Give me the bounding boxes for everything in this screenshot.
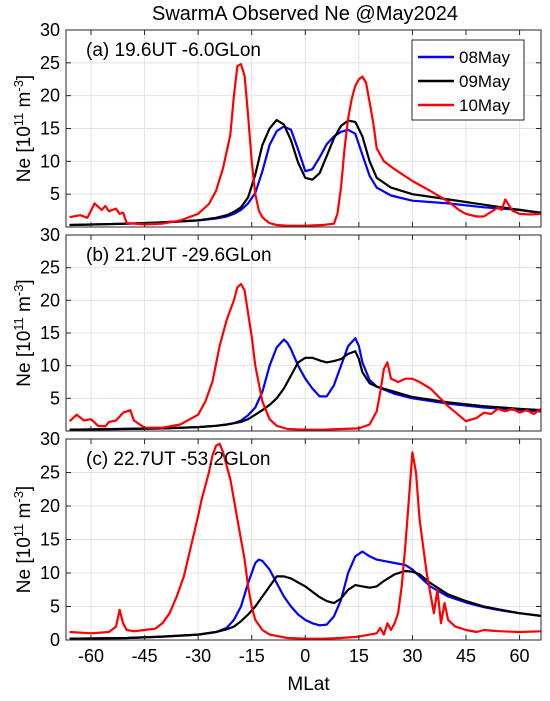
y-tick-label: 5 <box>50 184 60 204</box>
y-tick-label: 30 <box>40 429 60 449</box>
panel-title: (c) 22.7UT -53.2GLon <box>86 449 270 470</box>
series-line-10May <box>69 442 541 640</box>
x-tick-label: 45 <box>456 646 476 666</box>
y-axis-label-part: ] <box>14 486 35 491</box>
figure-title: SwarmA Observed Ne @May2024 <box>152 3 458 25</box>
chart-panel-a: 5 10 15 20 25 30 Ne [1011 m-3] (a) 19.6UT -6.0G… <box>11 20 542 228</box>
y-axis-label-part: Ne [10 <box>14 537 35 593</box>
x-tick-label: 30 <box>402 646 422 666</box>
series-line-09May <box>69 350 541 431</box>
y-tick-label: 20 <box>40 86 60 106</box>
y-tick-label: 5 <box>50 597 60 617</box>
y-axis-label-part: ] <box>14 75 35 80</box>
chart-panel-b: 5 10 15 20 25 30 Ne [1011 m-3] (b) 21.2UT -29.6… <box>11 225 542 432</box>
panel-title: (a) 19.6UT -6.0GLon <box>86 40 261 61</box>
legend: 08May 09May 10May <box>411 39 525 121</box>
y-axis-label: Ne [1011 m-3] <box>11 75 35 182</box>
series-line-08May <box>69 550 541 640</box>
y-tick-label: 30 <box>40 225 60 245</box>
y-tick-label: 25 <box>40 53 60 73</box>
y-tick-label: 15 <box>40 119 60 139</box>
y-tick-label: 25 <box>40 258 60 278</box>
y-axis-label-superscript: 11 <box>11 524 26 538</box>
y-axis-label-part: ] <box>14 279 35 284</box>
y-axis-label-superscript: 11 <box>11 113 26 127</box>
y-axis-label-superscript: -3 <box>11 80 26 92</box>
y-axis-label-part: m <box>14 503 35 524</box>
series-line-10May <box>69 62 541 227</box>
y-tick-label: 25 <box>40 463 60 483</box>
y-axis-label-part: m <box>14 296 35 317</box>
y-tick-label: 10 <box>40 356 60 376</box>
series-line-10May <box>68 282 541 431</box>
y-tick-label: 0 <box>50 630 60 650</box>
y-axis-label: Ne [1011 m-3] <box>11 486 35 593</box>
x-tick-label: -45 <box>132 646 158 666</box>
y-tick-label: 20 <box>40 290 60 310</box>
x-tick-label: -60 <box>78 646 104 666</box>
y-axis-label-part: Ne [10 <box>14 331 35 387</box>
y-tick-label: 15 <box>40 323 60 343</box>
y-axis-label-part: m <box>14 92 35 113</box>
series-line-09May <box>69 118 541 227</box>
x-axis-label: MLat <box>287 674 330 695</box>
y-axis-label-superscript: -3 <box>11 285 26 297</box>
y-axis-label-superscript: -3 <box>11 491 26 503</box>
x-tick-label: 15 <box>349 646 369 666</box>
y-tick-label: 10 <box>40 151 60 171</box>
y-tick-label: 30 <box>40 20 60 40</box>
legend-label-08May: 08May <box>459 48 511 67</box>
legend-label-10May: 10May <box>459 96 511 115</box>
x-tick-label: 0 <box>300 646 310 666</box>
x-tick-label: 60 <box>510 646 530 666</box>
series-line-08May <box>69 125 541 227</box>
y-axis-label-superscript: 11 <box>11 317 26 331</box>
y-axis-label-part: Ne [10 <box>14 126 35 182</box>
x-tick-label: -30 <box>185 646 211 666</box>
y-tick-label: 10 <box>40 563 60 583</box>
panel-title: (b) 21.2UT -29.6GLon <box>86 245 272 266</box>
x-tick-label: -15 <box>239 646 265 666</box>
y-tick-label: 15 <box>40 530 60 550</box>
y-tick-label: 20 <box>40 496 60 516</box>
chart-panel-c: 0 5 10 15 20 25 30 -60 -45 -30 -15 0 15 30 45 60 MLat Ne … <box>11 429 542 695</box>
y-tick-label: 5 <box>50 388 60 408</box>
legend-label-09May: 09May <box>459 72 511 91</box>
y-axis-label: Ne [1011 m-3] <box>11 279 35 386</box>
series-line-09May <box>69 569 541 640</box>
